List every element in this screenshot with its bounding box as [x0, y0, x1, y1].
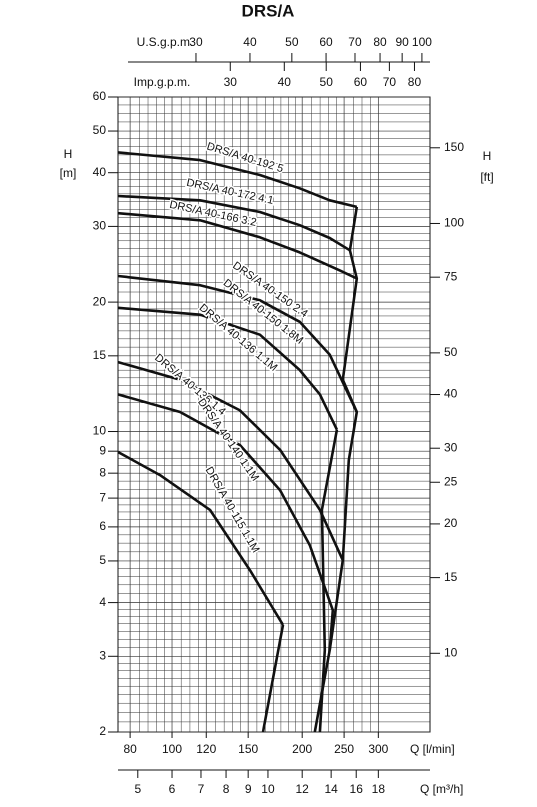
x-tick-label: 200 [292, 742, 312, 756]
x2-tick-label: 14 [324, 782, 338, 796]
y2-tick-label: 100 [444, 216, 464, 230]
chart-title: DRS/A [242, 1, 295, 20]
curve [117, 360, 344, 561]
x4-tick-label: 60 [354, 75, 368, 89]
y-tick-label: 7 [99, 490, 106, 504]
imp-gpm-label: Imp.g.p.m. [134, 75, 191, 89]
y-tick-label: 50 [93, 123, 107, 137]
y-tick-label: 2 [99, 724, 106, 738]
y2-unit: [ft] [480, 170, 493, 184]
curve [313, 206, 359, 733]
y2-tick-label: 15 [444, 570, 458, 584]
y2-tick-label: 10 [444, 645, 458, 659]
plot-frame [117, 96, 431, 733]
curve [117, 211, 358, 280]
x-tick-label: 80 [123, 742, 137, 756]
y-tick-label: 20 [93, 294, 107, 308]
us-gpm-label: U.S.g.p.m. [137, 35, 194, 49]
x4-tick-label: 80 [408, 75, 422, 89]
curve [117, 274, 358, 413]
x3-tick-label: 60 [319, 35, 333, 49]
x-tick-label: 300 [368, 742, 388, 756]
x3-tick-label: 80 [373, 35, 387, 49]
x-tick-label: 250 [334, 742, 354, 756]
x3-tick-label: 50 [285, 35, 299, 49]
x3-tick-label: 40 [243, 35, 257, 49]
y2-tick-label: 30 [444, 440, 458, 454]
y2-tick-label: 40 [444, 387, 458, 401]
x4-tick-label: 70 [383, 75, 397, 89]
x3-tick-label: 30 [189, 35, 203, 49]
y2-tick-label: 50 [444, 345, 458, 359]
curve [117, 393, 335, 651]
x2-tick-label: 5 [134, 782, 141, 796]
x-label: Q [l/min] [410, 742, 455, 756]
curve-label: DRS/A 40-172 4.1 [185, 177, 274, 207]
y2-tick-label: 20 [444, 516, 458, 530]
curve [117, 450, 285, 626]
y2-tick-label: 25 [444, 474, 458, 488]
y-unit: [m] [60, 166, 77, 180]
x2-tick-label: 18 [372, 782, 386, 796]
x2-tick-label: 7 [198, 782, 205, 796]
curve [261, 624, 285, 733]
y-label: H [64, 147, 73, 161]
x2-tick-label: 9 [245, 782, 252, 796]
x2-label: Q [m³/h] [420, 782, 463, 796]
y-tick-label: 15 [93, 348, 107, 362]
x2-tick-label: 10 [261, 782, 275, 796]
x4-tick-label: 40 [278, 75, 292, 89]
x4-tick-label: 30 [224, 75, 238, 89]
y-tick-label: 4 [99, 595, 106, 609]
y-tick-label: 30 [93, 219, 107, 233]
x3-tick-label: 100 [412, 35, 432, 49]
y-tick-label: 40 [93, 165, 107, 179]
x2-tick-label: 6 [169, 782, 176, 796]
x2-tick-label: 12 [296, 782, 310, 796]
x2-tick-label: 16 [350, 782, 364, 796]
y-tick-label: 6 [99, 519, 106, 533]
y-tick-label: 3 [99, 648, 106, 662]
y-tick-label: 5 [99, 553, 106, 567]
curve [117, 306, 339, 431]
curve [117, 194, 351, 252]
curve [117, 151, 358, 209]
y2-label: H [483, 149, 492, 163]
x4-tick-label: 50 [320, 75, 334, 89]
x3-tick-label: 90 [395, 35, 409, 49]
y-tick-label: 60 [93, 89, 107, 103]
y-tick-label: 8 [99, 465, 106, 479]
x-tick-label: 100 [162, 742, 182, 756]
x3-tick-label: 70 [348, 35, 362, 49]
y-tick-label: 9 [99, 443, 106, 457]
y2-tick-label: 75 [444, 269, 458, 283]
x2-tick-label: 8 [223, 782, 230, 796]
x-tick-label: 150 [238, 742, 258, 756]
y2-tick-label: 150 [444, 140, 464, 154]
y-tick-label: 10 [93, 424, 107, 438]
x-tick-label: 120 [196, 742, 216, 756]
curve [318, 429, 339, 733]
